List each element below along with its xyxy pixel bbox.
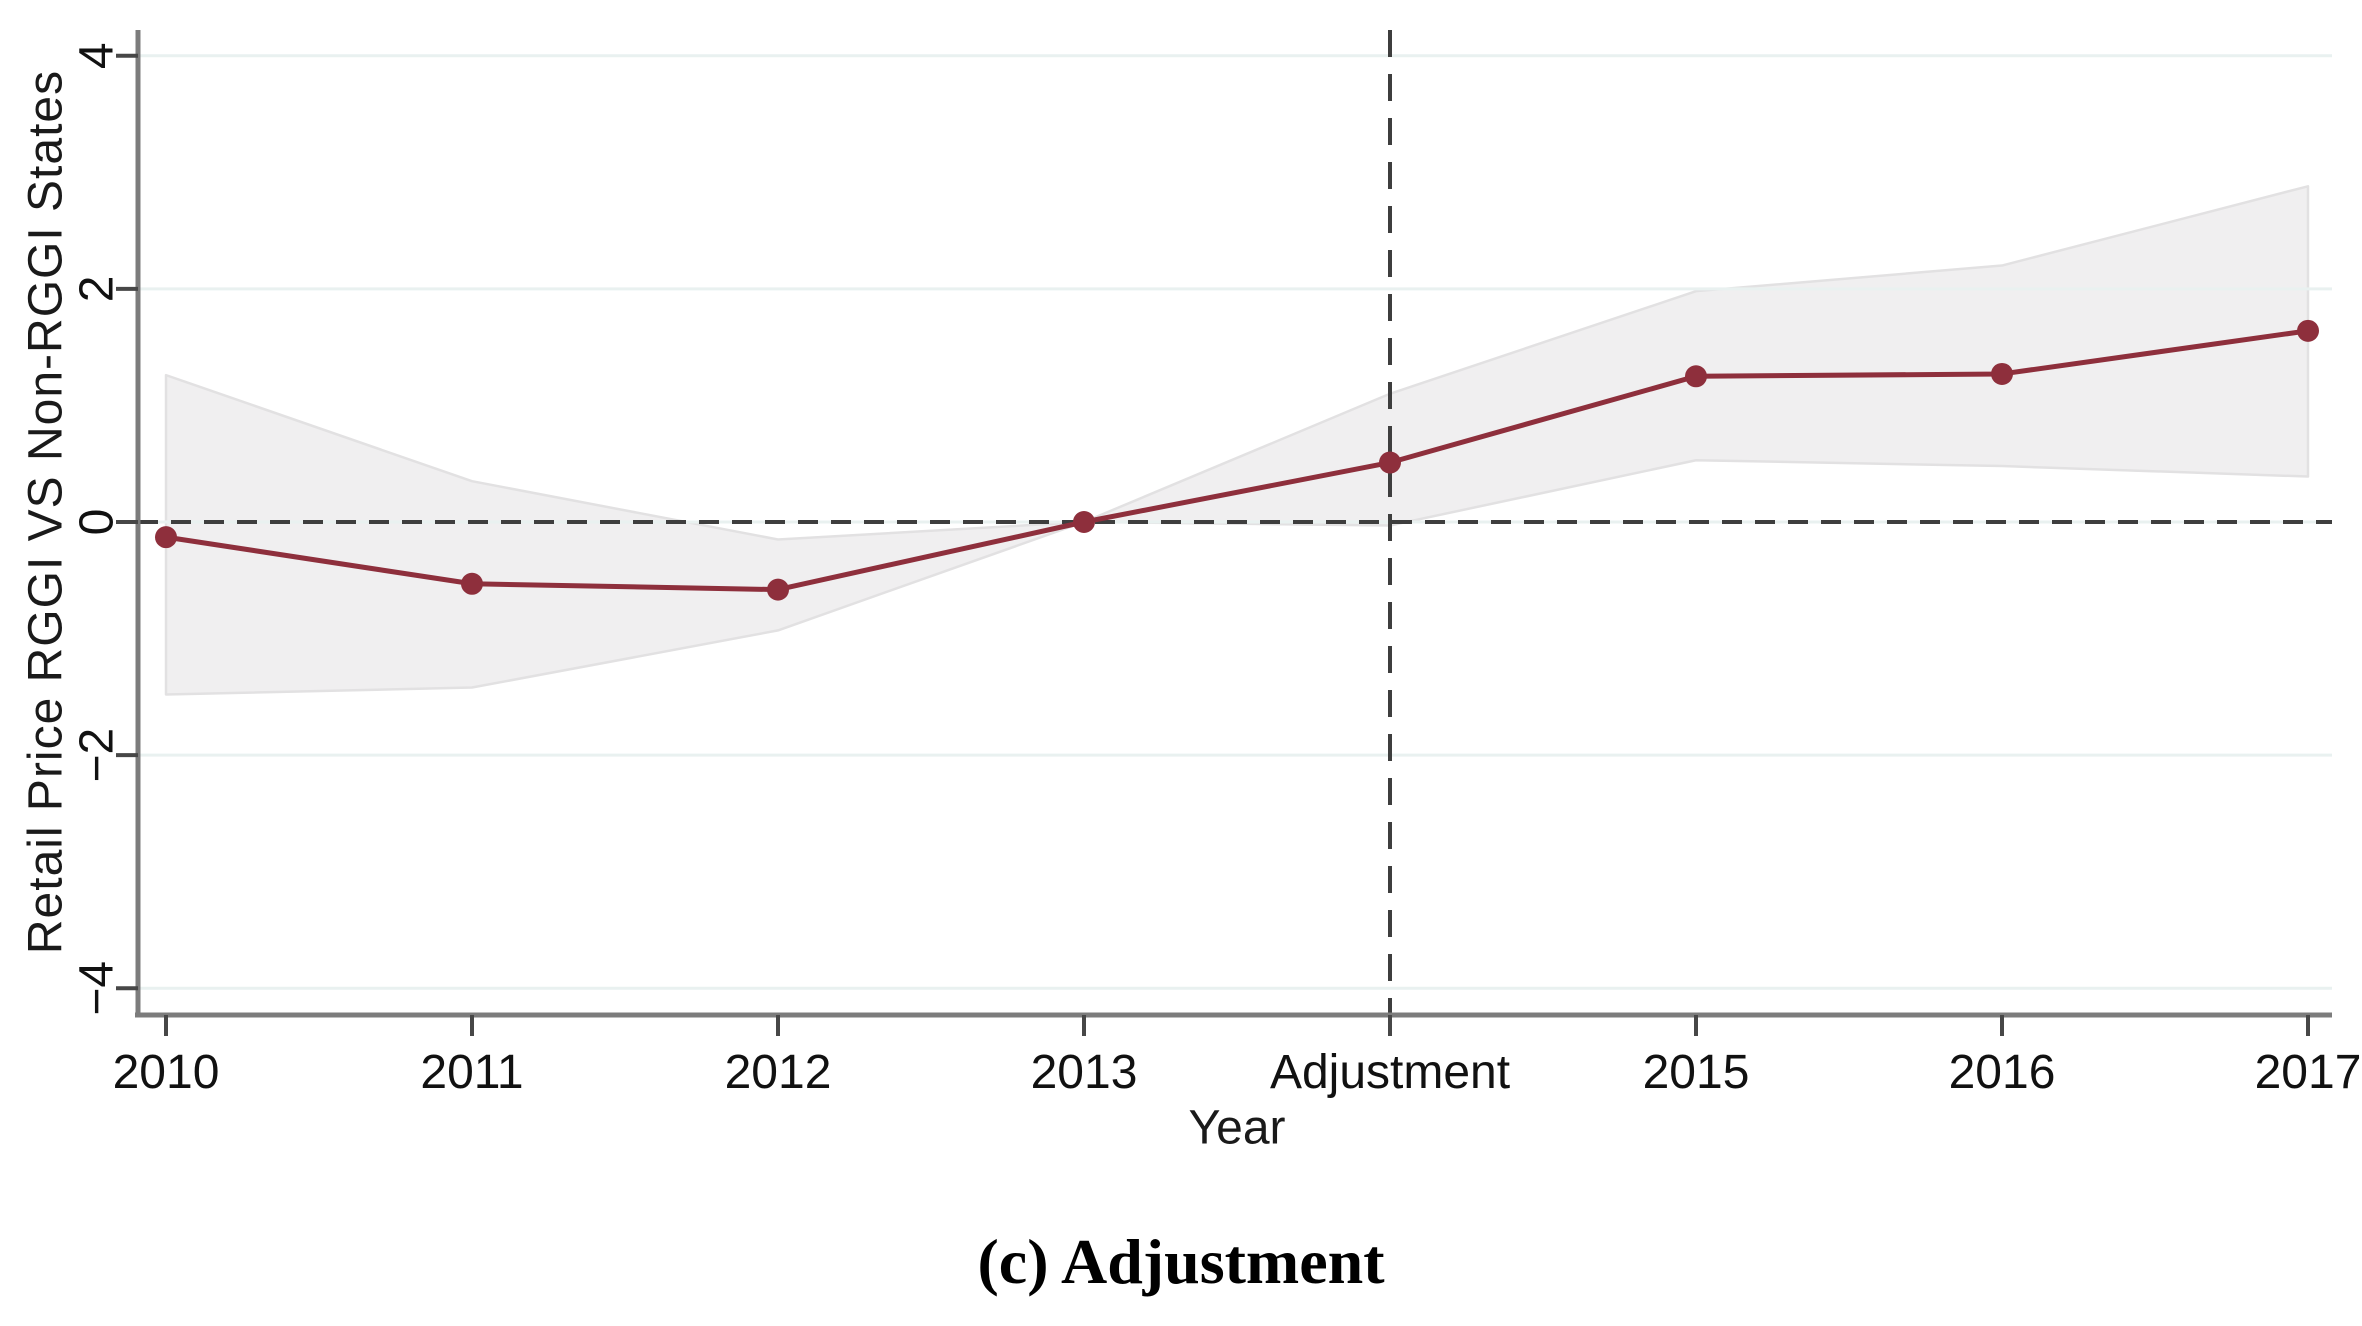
x-tick-label: 2015 (1643, 1046, 1750, 1099)
y-tick-label: 0 (71, 509, 124, 536)
y-tick-label: −4 (71, 961, 124, 1016)
data-point-2011 (461, 572, 483, 595)
data-point-Adjustment (1379, 451, 1401, 474)
y-tick-label: 4 (71, 42, 124, 69)
data-point-2015 (1685, 365, 1707, 388)
x-tick-label: 2016 (1949, 1046, 2056, 1099)
confidence-band (164, 185, 2310, 696)
y-tick-label: −2 (71, 728, 124, 783)
data-point-2013 (1073, 511, 1095, 533)
figure-caption: (c) Adjustment (977, 1226, 1385, 1297)
coefficient-line (163, 328, 2311, 593)
x-tick-label: 2017 (2255, 1046, 2362, 1099)
x-axis-title: Year (1188, 1101, 1286, 1155)
data-point-2016 (1991, 362, 2013, 385)
x-tick-label: 2010 (113, 1046, 220, 1099)
x-tick-label: 2011 (420, 1046, 523, 1099)
x-tick-label: 2013 (1031, 1046, 1138, 1099)
data-point-2017 (2297, 319, 2319, 342)
y-tick-label: 2 (71, 276, 124, 303)
y-axis-title: Retail Price RGGI VS Non-RGGI States (19, 69, 73, 955)
x-tick-label: 2012 (725, 1046, 832, 1099)
data-point-2010 (155, 526, 177, 549)
x-tick-label: Adjustment (1270, 1046, 1510, 1099)
data-point-2012 (767, 578, 789, 601)
